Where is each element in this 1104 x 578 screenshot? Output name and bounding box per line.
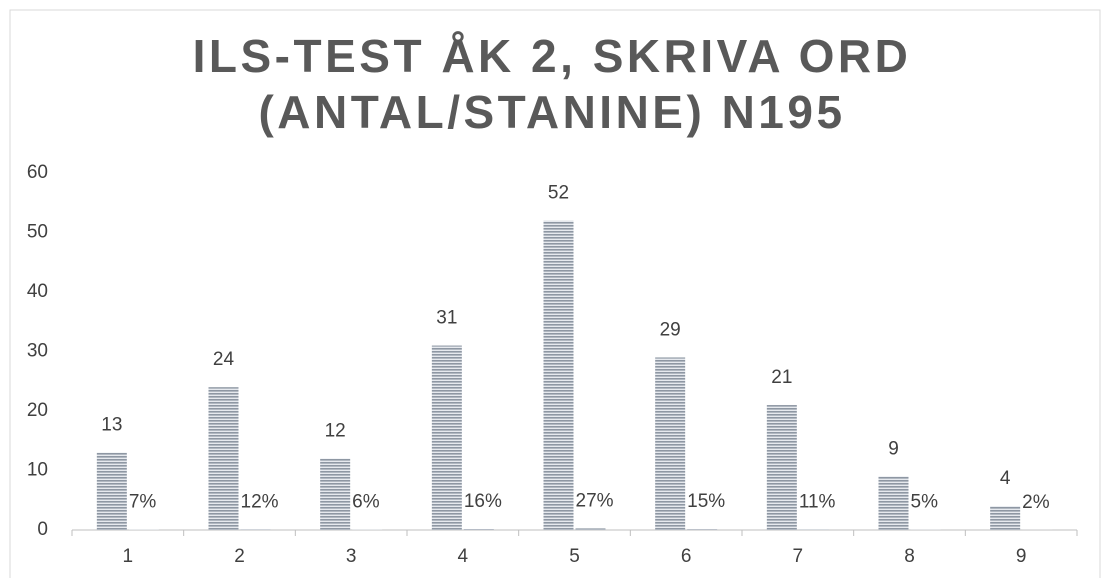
y-tick-label: 50	[27, 222, 48, 243]
bar	[655, 357, 686, 530]
bar	[208, 387, 239, 530]
data-label: 9	[888, 438, 899, 459]
bar	[240, 529, 271, 530]
data-label: 31	[436, 308, 457, 329]
x-tick-label: 8	[904, 546, 915, 567]
x-tick-label: 2	[234, 546, 245, 567]
bar	[878, 476, 909, 530]
data-label: 4	[1000, 468, 1011, 489]
bar	[96, 452, 127, 530]
data-label: 24	[213, 349, 235, 370]
y-tick-label: 40	[27, 281, 48, 302]
data-label: 29	[660, 319, 681, 340]
data-label: 52	[548, 183, 569, 204]
bar	[990, 506, 1021, 530]
bar	[431, 345, 462, 530]
data-label: 6%	[352, 492, 380, 513]
bar	[687, 529, 718, 530]
data-label: 13	[101, 415, 122, 436]
data-label: 12	[325, 421, 346, 442]
bar	[463, 529, 494, 530]
y-tick-label: 20	[27, 400, 48, 421]
data-label: 12%	[241, 491, 279, 512]
y-tick-label: 10	[27, 460, 48, 481]
data-label: 7%	[129, 492, 157, 513]
bar	[798, 529, 829, 530]
chart-title: ILS-TEST ÅK 2, SKRIVA ORD (ANTAL/STANINE…	[192, 30, 912, 138]
bar	[766, 405, 797, 530]
data-label: 11%	[799, 491, 836, 512]
data-label: 5%	[911, 492, 939, 513]
bar	[575, 528, 606, 530]
y-tick-label: 60	[27, 162, 48, 183]
data-label: 27%	[576, 490, 614, 511]
x-tick-label: 6	[681, 546, 692, 567]
x-tick-label: 7	[793, 546, 804, 567]
data-label: 2%	[1022, 492, 1050, 513]
x-tick-label: 5	[569, 546, 580, 567]
x-tick-label: 3	[346, 546, 357, 567]
data-label: 15%	[687, 491, 725, 512]
x-tick-label: 9	[1016, 546, 1027, 567]
y-tick-label: 30	[27, 341, 48, 362]
y-tick-label: 0	[37, 519, 48, 540]
data-label: 16%	[464, 491, 502, 512]
bar	[320, 458, 351, 530]
bar	[543, 220, 574, 530]
data-label: 21	[771, 367, 792, 388]
x-tick-label: 4	[458, 546, 469, 567]
x-tick-label: 1	[123, 546, 134, 567]
chart-border	[9, 9, 1101, 578]
